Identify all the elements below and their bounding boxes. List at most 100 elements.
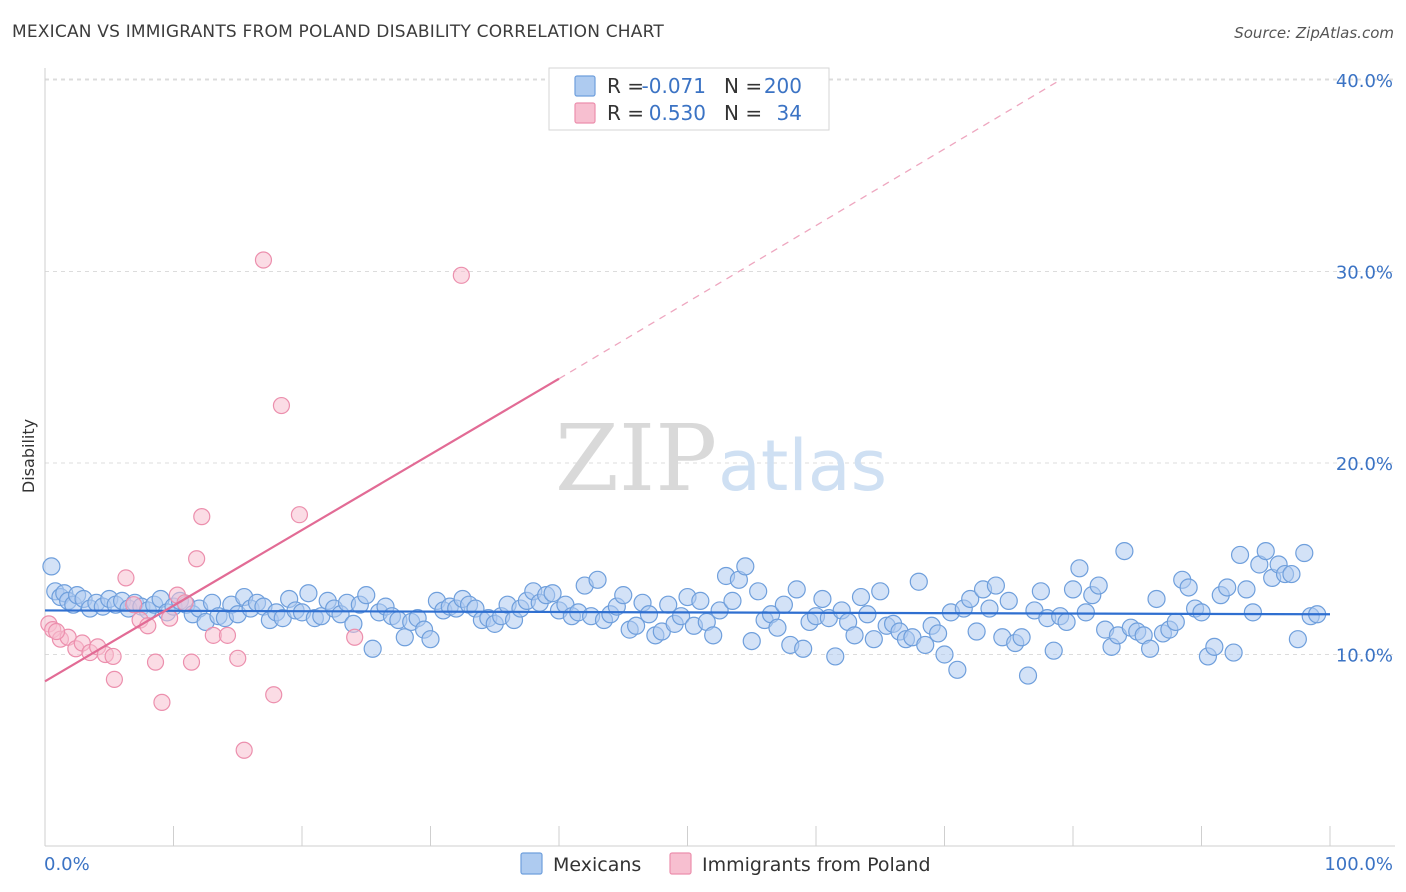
mexicans-point bbox=[1057, 612, 1076, 632]
legend-swatch-blue bbox=[574, 75, 596, 97]
y-tick-label: 30.0% bbox=[1336, 263, 1393, 284]
mexicans-point bbox=[742, 631, 761, 651]
legend-r-value: -0.071 bbox=[642, 74, 706, 98]
legend-label-poland: Immigrants from Poland bbox=[702, 854, 931, 876]
mexicans-point bbox=[1070, 559, 1089, 578]
mexicans-point bbox=[999, 591, 1018, 610]
poland-point bbox=[117, 569, 135, 587]
mexicans-point bbox=[864, 630, 883, 649]
poland-point bbox=[272, 396, 291, 415]
mexicans-point bbox=[543, 584, 562, 603]
poland-point bbox=[218, 626, 237, 644]
legend-n-label: N = bbox=[724, 101, 762, 125]
mexicans-point bbox=[1218, 578, 1237, 597]
legend-r-label: R = bbox=[607, 74, 644, 98]
mexicans-point bbox=[851, 587, 871, 607]
mexicans-point bbox=[1089, 576, 1108, 595]
mexicans-point bbox=[42, 557, 61, 576]
mexicans-point bbox=[1288, 630, 1307, 649]
watermark: ZIP atlas bbox=[555, 405, 887, 512]
poland-point bbox=[47, 622, 66, 641]
poland-point bbox=[290, 506, 309, 524]
mexicans-point bbox=[1282, 564, 1301, 584]
mexicans-point bbox=[736, 557, 755, 576]
legend-swatch-poland bbox=[669, 852, 692, 875]
poland-trend-line bbox=[44, 377, 560, 683]
mexicans-point bbox=[871, 582, 890, 601]
y-tick-label: 20.0% bbox=[1336, 454, 1393, 475]
mexicans-point bbox=[909, 572, 928, 591]
mexicans-point bbox=[980, 599, 999, 618]
mexicans-point bbox=[626, 616, 646, 635]
mexicans-point bbox=[794, 639, 813, 658]
mexicans-point bbox=[986, 576, 1006, 595]
legend-n-label: N = bbox=[724, 74, 762, 98]
poland-point bbox=[452, 266, 470, 284]
mexicans-point bbox=[639, 605, 659, 624]
mexicans-point bbox=[787, 580, 806, 599]
mexicans-point bbox=[1166, 612, 1185, 632]
poland-point bbox=[146, 653, 165, 671]
mexicans-point bbox=[916, 635, 935, 655]
mexicans-point bbox=[1295, 543, 1314, 563]
series-legend: Mexicans Immigrants from Poland bbox=[520, 852, 931, 876]
poland-point bbox=[346, 628, 364, 646]
legend-swatch-pink bbox=[574, 102, 596, 124]
mexicans-point bbox=[1237, 580, 1256, 599]
mexicans-point bbox=[299, 584, 318, 603]
poland-point bbox=[193, 508, 211, 526]
poland-point bbox=[265, 686, 283, 704]
mexicans-point bbox=[1115, 541, 1134, 561]
mexicans-point bbox=[614, 586, 633, 605]
poland-point bbox=[105, 670, 123, 688]
mexicans-trend-line bbox=[44, 609, 1331, 616]
poland-point bbox=[182, 653, 201, 671]
mexicans-point bbox=[768, 618, 787, 637]
y-axis-title: Disability bbox=[19, 419, 38, 493]
mexicans-point bbox=[1224, 643, 1243, 662]
mexicans-point bbox=[1256, 541, 1275, 561]
mexicans-point bbox=[1140, 639, 1160, 658]
mexicans-point bbox=[1147, 589, 1166, 609]
legend-n-value: 34 bbox=[777, 101, 802, 125]
mexicans-point bbox=[704, 626, 723, 645]
mexicans-point bbox=[858, 605, 877, 624]
mexicans-point bbox=[395, 628, 414, 647]
mexicans-point bbox=[961, 589, 980, 609]
mexicans-point bbox=[710, 601, 729, 620]
mexicans-point bbox=[845, 626, 864, 645]
poland-point bbox=[161, 609, 179, 627]
mexicans-point bbox=[691, 591, 710, 610]
legend-r-value: 0.530 bbox=[649, 101, 706, 125]
poland-point bbox=[104, 647, 122, 666]
gridlines bbox=[45, 78, 1395, 655]
mexicans-point bbox=[826, 647, 845, 666]
x-tick-label: 100.0% bbox=[1324, 854, 1393, 875]
mexicans-point bbox=[774, 595, 793, 614]
poland-point bbox=[125, 596, 143, 614]
mexicans-point bbox=[1044, 641, 1063, 660]
series-poland-points bbox=[40, 251, 470, 759]
poland-point bbox=[229, 649, 247, 667]
poland-trend-extension bbox=[558, 79, 1061, 380]
mexicans-point bbox=[421, 630, 440, 649]
watermark-atlas: atlas bbox=[718, 425, 887, 507]
poland-point bbox=[188, 550, 206, 568]
mexicans-point bbox=[948, 660, 967, 679]
mexicans-point bbox=[967, 622, 986, 641]
x-tick-labels: 0.0% 100.0% bbox=[44, 854, 1393, 875]
mexicans-point bbox=[1230, 545, 1250, 565]
mexicans-point bbox=[749, 582, 768, 601]
mexicans-point bbox=[1063, 580, 1083, 599]
chart-title: MEXICAN VS IMMIGRANTS FROM POLAND DISABI… bbox=[12, 22, 664, 42]
mexicans-point bbox=[1179, 578, 1198, 597]
mexicans-point bbox=[588, 570, 607, 589]
mexicans-point bbox=[813, 589, 832, 609]
legend-label-mexicans: Mexicans bbox=[553, 854, 641, 876]
mexicans-point bbox=[1243, 603, 1263, 622]
poland-point bbox=[254, 251, 273, 269]
mexicans-point bbox=[1076, 603, 1095, 622]
mexicans-point bbox=[1018, 666, 1038, 685]
y-tick-labels: 10.0% 20.0% 30.0% 40.0% bbox=[1336, 71, 1393, 667]
